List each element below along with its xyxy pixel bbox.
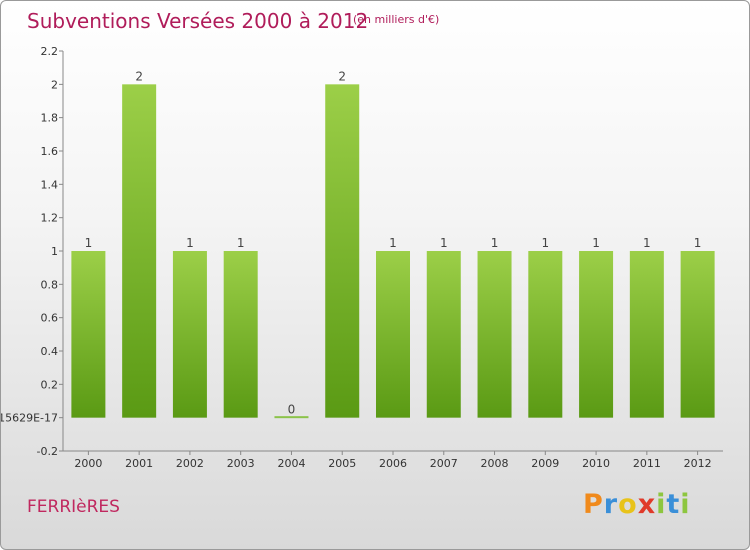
x-tick-label: 2006: [379, 457, 407, 470]
bar: [172, 251, 207, 418]
bar: [325, 84, 360, 418]
data-label: 0: [288, 403, 296, 417]
proxiti-logo: Proxiti: [583, 489, 691, 520]
y-tick-label: 1.6: [41, 145, 59, 158]
x-tick-label: 2003: [227, 457, 255, 470]
bar: [426, 251, 461, 418]
x-tick-label: 2000: [74, 457, 102, 470]
data-label: 1: [643, 236, 651, 250]
logo-letter: P: [583, 489, 604, 520]
y-tick-label: -0.2: [37, 445, 58, 458]
data-label: 1: [237, 236, 245, 250]
chart-labels: 1 2 1 1 0 2 1 1 1 1 1 1 1: [85, 69, 702, 416]
data-label: 1: [389, 236, 397, 250]
logo-letter: t: [666, 489, 681, 520]
data-label: 1: [694, 236, 702, 250]
y-tick-label: 0.6: [41, 312, 59, 325]
bar: [528, 251, 563, 418]
bar: [477, 251, 512, 418]
x-tick-label: 2008: [481, 457, 509, 470]
data-label: 1: [186, 236, 194, 250]
x-tick-label: 2007: [430, 457, 458, 470]
logo-letter: x: [637, 489, 657, 520]
data-label: 1: [592, 236, 600, 250]
x-tick-label: 2011: [633, 457, 661, 470]
logo-letter: i: [656, 489, 667, 520]
chart-axes: 2.2 2 1.8 1.6 1.4 1.2 1 0.8 0.6 0.4 0.2 -2.15629E-1…: [1, 45, 723, 470]
data-label: 2: [135, 69, 143, 83]
logo-letter: o: [618, 489, 638, 520]
bar: [122, 84, 157, 418]
y-tick-label: 0.4: [41, 345, 59, 358]
y-tick-label: 1: [51, 245, 58, 258]
y-tick-label: -2.15629E-17: [1, 412, 58, 425]
data-label: 1: [491, 236, 499, 250]
data-label: 1: [85, 236, 93, 250]
data-label: 1: [440, 236, 448, 250]
logo-letter: r: [603, 489, 619, 520]
logo-letter: i: [680, 489, 691, 520]
x-tick-label: 2009: [531, 457, 559, 470]
y-tick-label: 0.8: [41, 278, 59, 291]
data-label: 1: [541, 236, 549, 250]
x-tick-label: 2010: [582, 457, 610, 470]
chart-bars: [71, 84, 715, 419]
bar: [71, 251, 106, 418]
y-tick-label: 1.8: [41, 112, 59, 125]
commune-name: FERRIèRES: [27, 497, 120, 517]
x-tick-label: 2002: [176, 457, 204, 470]
y-tick-label: 2: [51, 78, 58, 91]
bar: [223, 251, 258, 418]
y-tick-label: 1.2: [41, 212, 59, 225]
chart-title: Subventions Versées 2000 à 2012: [27, 9, 369, 33]
x-tick-label: 2004: [277, 457, 305, 470]
y-tick-label: 1.4: [41, 178, 59, 191]
chart-subtitle: (en milliers d'€): [353, 13, 440, 26]
bar: [274, 416, 309, 419]
bar: [376, 251, 410, 418]
x-tick-label: 2005: [328, 457, 356, 470]
bar: [629, 251, 664, 418]
data-label: 2: [338, 69, 346, 83]
bar: [579, 251, 614, 418]
bar: [680, 251, 715, 418]
x-tick-label: 2001: [125, 457, 153, 470]
y-tick-label: 0.2: [41, 378, 59, 391]
y-tick-label: 2.2: [41, 45, 59, 58]
x-tick-label: 2012: [684, 457, 712, 470]
